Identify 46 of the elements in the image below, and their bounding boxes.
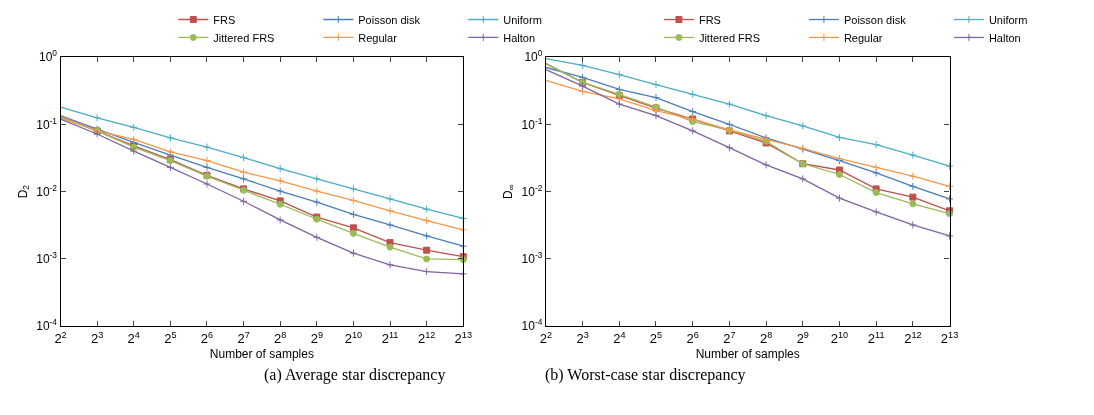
x-tick-label: 2$^{6}$	[686, 329, 699, 346]
x-tick-label: 2$^{8}$	[274, 329, 287, 346]
x-tick-label: 2$^{13}$	[940, 329, 959, 346]
x-tick-label: 2$^{12}$	[417, 329, 436, 346]
x-tick-label: 2$^{7}$	[237, 329, 250, 346]
x-tick-label: 2$^{4}$	[127, 329, 140, 346]
y-tick-label: 10$^{-3}$	[521, 250, 543, 267]
legend-label: Halton	[503, 31, 536, 44]
legend-label: Jittered FRS	[213, 31, 275, 44]
x-axis-title: Number of samples	[209, 346, 314, 361]
y-tick-label: 10$^{-1}$	[521, 115, 543, 132]
x-tick-label: 2$^{4}$	[613, 329, 626, 346]
y-tick-label: 10$^{-2}$	[521, 182, 543, 199]
legend-label: Halton	[988, 31, 1021, 44]
x-tick-label: 2$^{10}$	[344, 329, 363, 346]
x-tick-label: 2$^{7}$	[723, 329, 736, 346]
x-tick-label: 2$^{5}$	[164, 329, 177, 346]
y-tick-label: 10$^{-1}$	[36, 115, 58, 132]
text: (b) Worst-case star discrepancy	[545, 366, 746, 384]
legend-label: Uniform	[988, 13, 1028, 26]
y-tick-label: 10$^{0}$	[38, 48, 58, 65]
y-tick-label: 10$^{-3}$	[36, 250, 58, 267]
y-tick-label: 10$^{-2}$	[36, 182, 58, 199]
y-tick-label: 10$^{0}$	[524, 48, 543, 65]
legend-label: Poisson disk	[843, 13, 907, 26]
x-tick-label: 2$^{9}$	[796, 329, 809, 346]
legend-label: Poisson disk	[358, 13, 421, 26]
text: (a) Average star discrepancy	[264, 366, 446, 384]
x-tick-label: 2$^{6}$	[200, 329, 214, 346]
x-tick-label: 2$^{8}$	[759, 329, 773, 346]
x-tick-label: 2$^{10}$	[830, 329, 849, 346]
legend-label: FRS	[698, 13, 721, 26]
x-axis-title: Number of samples	[695, 346, 800, 361]
legend-label: FRS	[213, 13, 236, 26]
x-tick-label: 2$^{13}$	[454, 329, 472, 346]
x-tick-label: 2$^{3}$	[90, 329, 104, 346]
x-tick-label: 2$^{11}$	[867, 329, 885, 346]
x-tick-label: 2$^{3}$	[576, 329, 589, 346]
x-tick-label: 2$^{9}$	[310, 329, 323, 346]
legend-label: Uniform	[503, 13, 542, 26]
x-tick-label: 2$^{12}$	[904, 329, 922, 346]
x-tick-label: 2$^{11}$	[381, 329, 399, 346]
x-tick-label: 2$^{5}$	[649, 329, 663, 346]
legend-label: Regular	[358, 31, 398, 44]
legend-label: Regular	[843, 31, 883, 44]
legend-label: Jittered FRS	[698, 31, 761, 44]
